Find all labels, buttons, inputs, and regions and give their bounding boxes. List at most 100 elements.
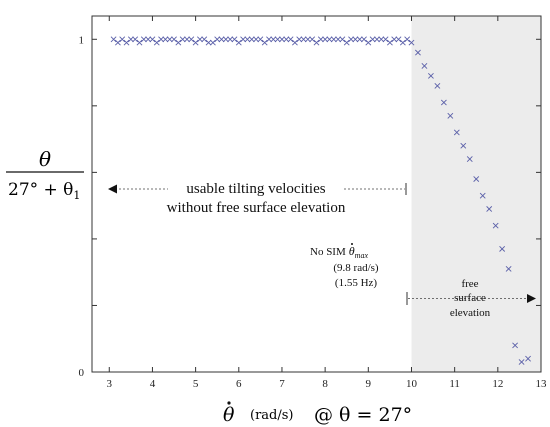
data-point — [149, 36, 156, 43]
data-point — [447, 112, 454, 119]
usable-arrowhead — [108, 184, 117, 194]
data-point — [356, 36, 363, 43]
data-point — [287, 36, 294, 43]
data-point — [166, 36, 173, 43]
data-point — [518, 359, 525, 365]
nosim-rads: (9.8 rad/s) — [333, 262, 379, 274]
x-tick-label: 5 — [193, 378, 199, 390]
data-point — [512, 342, 519, 349]
data-point — [162, 36, 169, 43]
data-point — [404, 36, 411, 43]
data-point — [235, 39, 242, 46]
nosim-annotation: No SIM θmax (9.8 rad/s) (1.55 Hz) — [310, 243, 379, 289]
data-point — [248, 36, 255, 43]
plot-frame — [91, 15, 542, 373]
data-point — [291, 39, 298, 46]
free-label-line1: free — [461, 278, 478, 290]
data-point — [317, 36, 324, 43]
x-tick-label: 7 — [279, 378, 285, 390]
data-point — [205, 39, 212, 46]
data-point — [421, 62, 428, 69]
data-point — [352, 36, 359, 43]
data-point — [408, 39, 415, 46]
x-tick-label: 12 — [492, 378, 503, 390]
data-point — [505, 265, 512, 272]
data-point — [127, 36, 134, 43]
data-point — [369, 36, 376, 43]
data-point — [296, 36, 303, 43]
data-point — [382, 36, 389, 43]
data-point — [261, 39, 268, 46]
data-point — [415, 49, 421, 56]
x-tick-label: 4 — [150, 378, 156, 390]
data-point — [434, 82, 441, 89]
data-point — [283, 36, 290, 43]
data-point — [158, 36, 164, 43]
x-tick-label: 6 — [236, 378, 242, 390]
data-point — [231, 36, 238, 43]
x-axis-ticks: 3 4 5 6 7 8 9 10 11 12 13 — [107, 16, 547, 390]
usable-label-line1: usable tilting velocities — [186, 181, 325, 197]
data-point — [479, 192, 486, 199]
data-point — [309, 36, 316, 43]
data-point — [486, 206, 493, 212]
data-point — [499, 245, 506, 252]
data-point — [192, 39, 199, 46]
x-tick-label: 10 — [406, 378, 418, 390]
y-label-denominator: 27° + θ1 — [8, 180, 80, 202]
data-point — [222, 36, 229, 43]
y-tick-label: 0 — [79, 367, 85, 379]
y-axis-ticks: 01 — [79, 34, 541, 379]
data-point — [188, 36, 195, 43]
x-tick-label: 9 — [366, 378, 372, 390]
data-point — [244, 36, 251, 43]
x-axis-label: θ (rad/s) @ θ = 27° — [223, 401, 412, 426]
x-label-condition: @ θ = 27° — [314, 404, 412, 426]
data-point — [304, 36, 311, 43]
data-point — [136, 39, 143, 46]
data-point — [460, 142, 467, 149]
x-tick-label: 13 — [536, 378, 548, 390]
nosim-label: No SIM θmax — [310, 244, 368, 260]
data-point — [266, 36, 272, 43]
free-label-line2: surface — [454, 292, 486, 304]
x-label-units: (rad/s) — [250, 408, 293, 423]
y-axis-label: θ 27° + θ1 — [6, 147, 84, 202]
data-point — [326, 36, 333, 43]
data-point — [214, 36, 221, 43]
data-point — [339, 36, 346, 43]
data-point — [132, 36, 139, 43]
data-point — [395, 36, 402, 43]
data-point — [330, 36, 337, 43]
data-point — [365, 39, 372, 46]
data-point — [399, 39, 406, 46]
data-point — [153, 39, 160, 46]
data-point — [525, 355, 531, 362]
free-label-line3: elevation — [450, 307, 491, 319]
data-point — [171, 36, 177, 43]
data-point — [391, 36, 398, 43]
data-point — [348, 36, 354, 43]
data-point — [492, 222, 499, 229]
data-point — [253, 36, 259, 43]
data-point — [313, 39, 320, 46]
data-point — [361, 36, 367, 43]
data-point — [270, 36, 277, 43]
data-point — [374, 36, 380, 43]
data-point — [440, 99, 447, 106]
data-point — [114, 39, 121, 46]
data-point — [179, 36, 186, 43]
usable-annotation: usable tilting velocities without free s… — [108, 181, 407, 216]
data-point — [473, 176, 480, 182]
x-tick-label: 11 — [449, 378, 460, 390]
data-point — [322, 36, 329, 43]
y-tick-label: 1 — [79, 34, 85, 46]
data-point — [140, 36, 147, 43]
data-point — [257, 36, 264, 43]
data-point — [201, 36, 208, 43]
data-points — [110, 36, 531, 365]
data-point — [300, 36, 307, 43]
data-point — [145, 36, 152, 43]
x-label-symbol: θ — [223, 404, 235, 426]
